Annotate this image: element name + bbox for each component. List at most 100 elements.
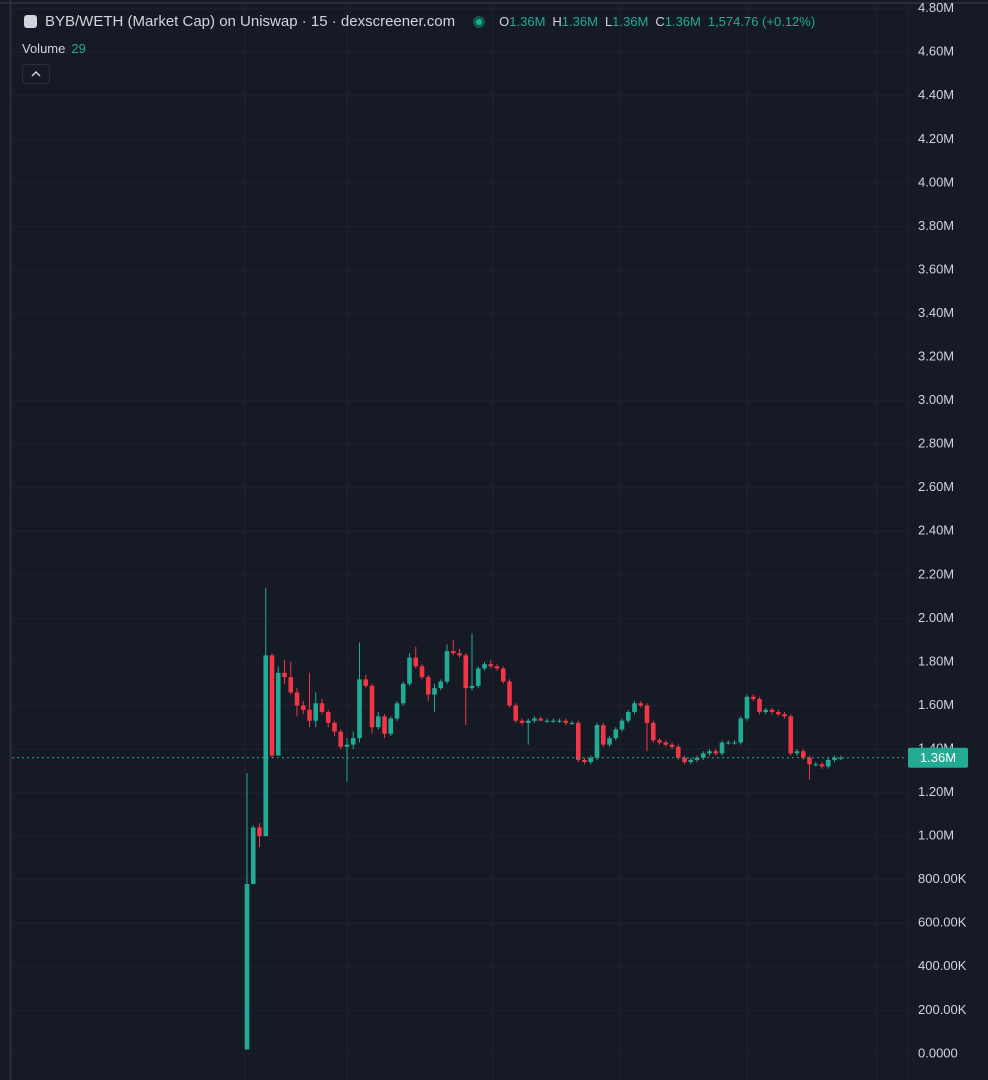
candle-body — [582, 759, 587, 763]
candle-body — [625, 712, 631, 721]
candle-body — [700, 753, 706, 758]
candle-body — [438, 681, 444, 689]
candle-body — [563, 720, 569, 723]
ohlc-item: C1.36M — [655, 14, 701, 29]
candle-body — [538, 718, 544, 721]
candle-body — [457, 653, 462, 656]
candle-body — [494, 666, 500, 669]
candle-body — [294, 692, 300, 706]
ohlc-value: 1.36M — [612, 14, 649, 29]
volume-label: Volume — [22, 41, 66, 56]
candle-body — [319, 703, 325, 713]
candle-body — [338, 731, 344, 747]
candle-body — [807, 757, 812, 765]
candle-body — [263, 655, 269, 837]
candle-body — [300, 705, 306, 710]
candle-body — [275, 672, 281, 756]
y-tick-label: 3.00M — [918, 392, 954, 407]
candle-body — [832, 757, 837, 760]
candle-body — [469, 685, 475, 689]
candle-body — [782, 714, 787, 717]
candle-body — [644, 705, 650, 723]
ohlc-value: 1.36M — [561, 14, 598, 29]
candle-body — [632, 703, 637, 713]
candle-body — [463, 655, 469, 689]
candle-body — [750, 696, 756, 699]
y-tick-label: 3.20M — [918, 349, 954, 364]
candle-body — [250, 827, 256, 885]
y-tick-label: 2.40M — [918, 523, 954, 538]
ohlc-key: L — [604, 14, 613, 29]
ohlc-item: O1.36M — [499, 14, 545, 29]
y-tick-label: 1.20M — [918, 784, 954, 799]
candle-body — [513, 705, 519, 721]
candle-body — [432, 688, 437, 695]
y-tick-label: 4.60M — [918, 44, 954, 59]
candle-body — [482, 664, 487, 669]
candle-body — [544, 720, 550, 722]
ohlc-key: H — [552, 14, 562, 29]
y-tick-label: 2.20M — [918, 566, 954, 581]
candle-body — [575, 722, 581, 760]
candle-body — [419, 666, 425, 678]
collapse-button[interactable] — [22, 64, 50, 84]
candle-body — [288, 677, 294, 693]
y-tick-label: 1.00M — [918, 828, 954, 843]
y-tick-label: 0.0000 — [918, 1045, 958, 1060]
y-tick-label: 2.00M — [918, 610, 954, 625]
last-price-badge — [908, 747, 968, 768]
y-tick-label: 3.40M — [918, 305, 954, 320]
candle-body — [325, 712, 331, 723]
candle-body — [450, 651, 456, 654]
candle-body — [375, 716, 381, 728]
candle-body — [675, 746, 681, 758]
candle-body — [657, 740, 662, 743]
candle-body — [663, 742, 669, 745]
ohlc-key: C — [655, 14, 665, 29]
candle-body — [407, 657, 412, 684]
candle-body — [388, 718, 394, 734]
y-tick-label: 400.00K — [918, 958, 967, 973]
candle-body — [775, 712, 781, 715]
candle-body — [394, 703, 400, 719]
candle-body — [694, 757, 700, 760]
candle-body — [600, 725, 606, 745]
candle-body — [732, 742, 737, 744]
volume-legend: Volume 29 — [22, 41, 86, 56]
change: 1,574.76 (+0.12%) — [707, 14, 816, 29]
ohlc-value: 1.36M — [664, 14, 701, 29]
candle-body — [613, 729, 619, 739]
candle-body — [594, 725, 600, 758]
candle-body — [719, 742, 725, 754]
candle-body — [332, 722, 337, 732]
candle-body — [619, 720, 625, 730]
candle-body — [669, 744, 675, 747]
candle-body — [794, 751, 800, 754]
candle-body — [707, 751, 712, 754]
candle-body — [244, 884, 250, 1050]
chart-title: BYB/WETH (Market Cap) on Uniswap · 15 · … — [45, 13, 456, 30]
candle-body — [350, 738, 356, 745]
candle-body — [688, 759, 694, 763]
candle-body — [607, 738, 612, 745]
candle-body — [519, 720, 525, 723]
legend-header: BYB/WETH (Market Cap) on Uniswap · 15 · … — [24, 13, 815, 30]
y-tick-label: 4.00M — [918, 174, 954, 189]
candle-body — [813, 764, 819, 766]
candle-body — [744, 696, 750, 719]
candle-body — [682, 757, 687, 763]
candle-body — [838, 757, 844, 759]
y-tick-label: 2.80M — [918, 436, 954, 451]
y-tick-label: 600.00K — [918, 915, 967, 930]
y-tick-label: 3.80M — [918, 218, 954, 233]
candle-body — [800, 751, 806, 758]
chevron — [31, 70, 41, 77]
candle-body — [444, 651, 450, 682]
token-icon — [24, 15, 37, 28]
ohlc-item: L1.36M — [605, 14, 648, 29]
candle-body — [569, 722, 575, 724]
ohlc-item: H1.36M — [552, 14, 598, 29]
candle-body — [507, 681, 512, 706]
